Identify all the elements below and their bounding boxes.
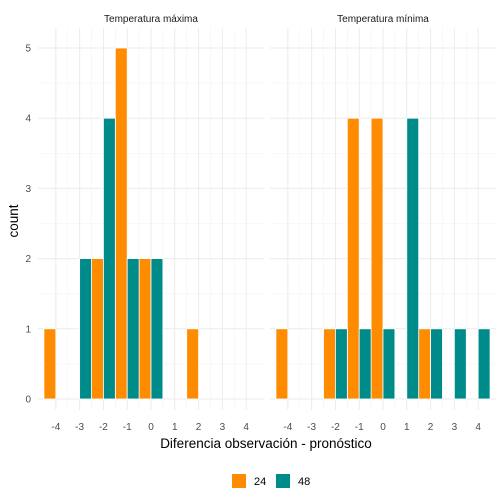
legend-label-48: 48 bbox=[298, 476, 310, 488]
bar-48-x0 bbox=[382, 328, 396, 400]
x-tick-label: 2 bbox=[196, 422, 202, 433]
x-tick-label: 4 bbox=[475, 422, 481, 433]
x-tick-label: 0 bbox=[148, 422, 154, 433]
bar-48-x3 bbox=[453, 328, 467, 400]
legend-key-48 bbox=[276, 474, 290, 488]
bar-24-x-1 bbox=[346, 117, 360, 400]
bar-48-x2 bbox=[430, 328, 443, 400]
facet-panel-1: Temperatura máxima -4 -3 -2 -1 0 1 2 3 4 bbox=[38, 14, 264, 433]
facets-layer: Temperatura máxima-4 -3 -2 -1 0 1 2 3 4Temperatu… bbox=[25, 14, 496, 433]
x-tick-label: -4 bbox=[283, 422, 292, 433]
bar-48-x-1 bbox=[358, 328, 372, 400]
x-tick-label: -2 bbox=[99, 422, 108, 433]
x-tick-label: 1 bbox=[172, 422, 178, 433]
bar-24-x-2 bbox=[323, 328, 336, 400]
x-tick-label: 3 bbox=[452, 422, 458, 433]
x-tick-label: 2 bbox=[428, 422, 434, 433]
x-tick-label: -1 bbox=[123, 422, 132, 433]
legend-label-24: 24 bbox=[254, 476, 266, 488]
facet-title-2: Temperatura mínima bbox=[337, 14, 429, 25]
bar-48-x4 bbox=[477, 328, 491, 400]
bar-24-x-4 bbox=[43, 328, 57, 400]
x-tick-label: 4 bbox=[243, 422, 249, 433]
x-tick-label: 0 bbox=[380, 422, 386, 433]
y-tick-label: 4 bbox=[25, 114, 31, 125]
legend-key-24 bbox=[232, 474, 246, 488]
y-tick-label: 0 bbox=[25, 395, 31, 406]
bar-48-x-3 bbox=[79, 258, 92, 400]
x-axis-title: Diferencia observación - pronóstico bbox=[160, 436, 372, 451]
x-tick-label: -1 bbox=[355, 422, 364, 433]
bar-48-x0 bbox=[150, 258, 164, 400]
bar-24-x0 bbox=[370, 117, 384, 400]
y-tick-label: 3 bbox=[25, 184, 31, 195]
x-tick-label: -3 bbox=[307, 422, 316, 433]
x-tick-label: 1 bbox=[404, 422, 410, 433]
bar-24-x2 bbox=[186, 328, 199, 400]
bar-48-x1 bbox=[406, 117, 420, 400]
bar-48-x-1 bbox=[126, 258, 140, 400]
bar-24-x-4 bbox=[275, 328, 289, 400]
facet-panel-2: Temperatura mínima -4 -3 -2 -1 0 1 2 3 4 bbox=[270, 14, 496, 433]
legend: 24 48 bbox=[232, 474, 310, 488]
y-tick-label: 1 bbox=[25, 324, 31, 335]
facet-title-1: Temperatura máxima bbox=[104, 14, 198, 25]
x-tick-label: -4 bbox=[51, 422, 60, 433]
bar-48-x-2 bbox=[103, 117, 116, 400]
y-tick-label: 2 bbox=[25, 254, 31, 265]
y-tick-label: 5 bbox=[25, 44, 31, 55]
bar-24-x-1 bbox=[114, 47, 128, 400]
x-tick-label: 3 bbox=[220, 422, 226, 433]
x-tick-label: -3 bbox=[75, 422, 84, 433]
bar-24-x-2 bbox=[91, 258, 104, 400]
bar-24-x0 bbox=[138, 258, 152, 400]
bar-48-x-2 bbox=[335, 328, 348, 400]
bar-24-x2 bbox=[418, 328, 431, 400]
y-axis-title: count bbox=[6, 204, 21, 237]
x-tick-label: -2 bbox=[331, 422, 340, 433]
